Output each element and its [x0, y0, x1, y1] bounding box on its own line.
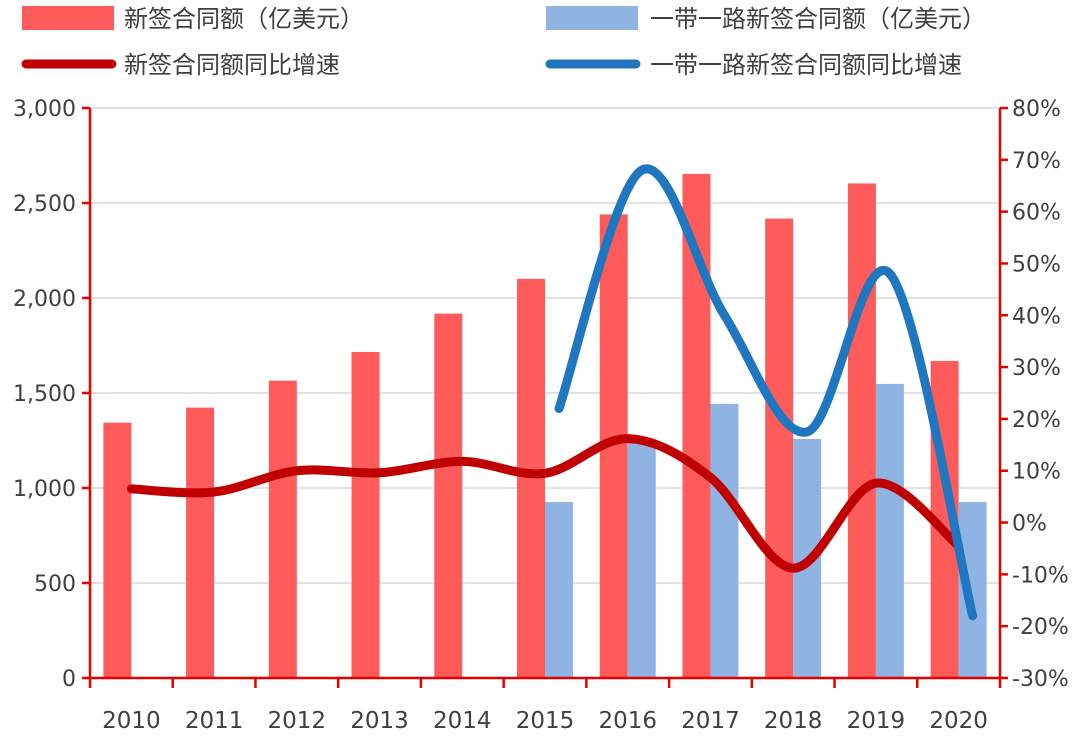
line-belt-road-growth: [554, 164, 978, 621]
legend-swatch-contract-amount: [22, 6, 114, 30]
bar-contract-amount-2015: [517, 278, 545, 678]
left-tick-label: 500: [34, 572, 76, 597]
x-tick-label: 2012: [268, 708, 327, 734]
bar-contract-amount-2010: [103, 422, 132, 678]
right-tick-label: 70%: [1012, 149, 1061, 174]
left-tick-label: 0: [62, 667, 76, 692]
right-tick-label: 30%: [1012, 356, 1061, 381]
bar-belt-road-amount-2017: [710, 403, 739, 678]
right-tick-label: 10%: [1012, 460, 1061, 485]
axes: 0 500 1,000 1,500 2,000 2,500 3,000 -30% -20% -10…: [13, 97, 1069, 734]
right-tick-label: 0%: [1012, 512, 1047, 537]
right-tick-label: 50%: [1012, 252, 1061, 277]
right-tick-label: -20%: [1012, 615, 1069, 640]
legend-label-belt-road-amount: 一带一路新签合同额（亿美元）: [650, 5, 986, 33]
bar-contract-amount-2011: [186, 407, 215, 678]
x-tick-label: 2020: [929, 708, 988, 734]
legend: 新签合同额（亿美元） 一带一路新签合同额（亿美元） 新签合同额同比增速 一带一路…: [21, 5, 986, 79]
left-tick-label: 2,500: [13, 192, 76, 217]
right-tick-label: -10%: [1012, 563, 1069, 588]
x-tick-label: 2018: [764, 708, 823, 734]
bar-contract-amount-2012: [268, 380, 297, 678]
x-tick-label: 2016: [598, 708, 657, 734]
x-tick-label: 2014: [433, 708, 492, 734]
left-tick-label: 1,500: [13, 382, 76, 407]
right-tick-label: 80%: [1012, 97, 1061, 122]
left-tick-label: 3,000: [13, 97, 76, 122]
bar-belt-road-amount-2019: [875, 383, 904, 678]
x-tick-label: 2019: [847, 708, 906, 734]
bar-contract-amount-2018: [765, 218, 794, 678]
line-contract-growth: [126, 434, 964, 573]
bar-contract-amount-2013: [351, 351, 380, 678]
x-tick-label: 2015: [516, 708, 575, 734]
bar-belt-road-amount-2016: [627, 438, 656, 678]
bar-belt-road-amount-2015: [545, 502, 573, 678]
trend-lines: [126, 164, 978, 621]
bar-contract-amount-2019: [847, 183, 876, 678]
right-tick-label: -30%: [1012, 667, 1069, 692]
right-tick-label: 20%: [1012, 408, 1061, 433]
left-tick-label: 2,000: [13, 287, 76, 312]
bar-contract-amount-2014: [434, 313, 463, 678]
x-tick-label: 2010: [102, 708, 161, 734]
x-tick-label: 2011: [185, 708, 244, 734]
bars: [103, 173, 987, 678]
right-tick-label: 40%: [1012, 304, 1061, 329]
legend-label-belt-road-growth: 一带一路新签合同额同比增速: [650, 51, 962, 79]
x-tick-label: 2017: [681, 708, 740, 734]
right-tick-label: 60%: [1012, 201, 1061, 226]
legend-swatch-belt-road-amount: [546, 6, 638, 30]
x-tick-label: 2013: [350, 708, 409, 734]
left-tick-label: 1,000: [13, 477, 76, 502]
legend-label-contract-growth: 新签合同额同比增速: [124, 51, 340, 79]
legend-label-contract-amount: 新签合同额（亿美元）: [124, 5, 364, 33]
